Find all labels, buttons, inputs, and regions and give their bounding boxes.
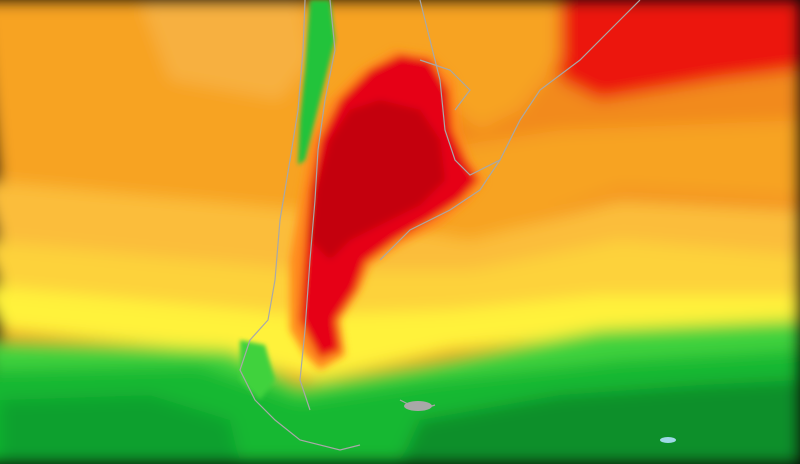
- heat-region-argentina: [290, 50, 485, 370]
- lakes: [660, 437, 676, 443]
- falkland-islands: [404, 401, 432, 411]
- andes-green-strip: [240, 0, 335, 400]
